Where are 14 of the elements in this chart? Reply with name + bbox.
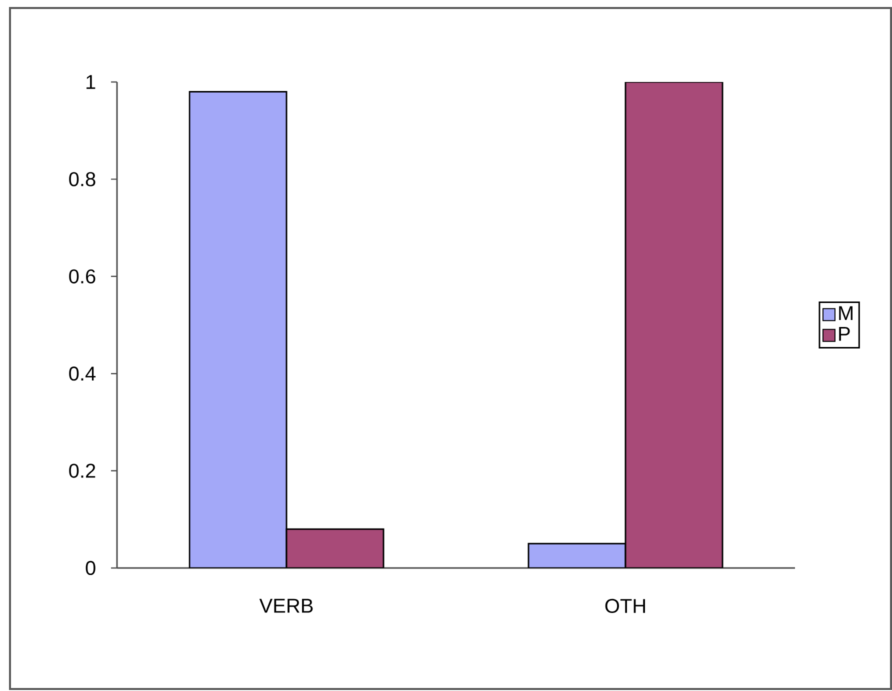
legend-label: P — [839, 326, 850, 341]
x-tick-label: VERB — [259, 598, 313, 613]
bar — [528, 542, 626, 568]
y-tick-label: 0.8 — [69, 172, 96, 186]
y-tick-label: 0 — [86, 560, 96, 576]
legend-label: M — [839, 306, 852, 320]
bar — [188, 90, 288, 568]
y-tick-label: 1 — [86, 75, 96, 89]
y-tick-label: 0.6 — [69, 269, 96, 284]
x-tick-label: OTH — [605, 598, 645, 614]
y-tick-label: 0.4 — [69, 366, 96, 381]
bar — [624, 82, 724, 568]
bar — [286, 528, 384, 568]
y-tick-label: 0.2 — [69, 464, 96, 478]
